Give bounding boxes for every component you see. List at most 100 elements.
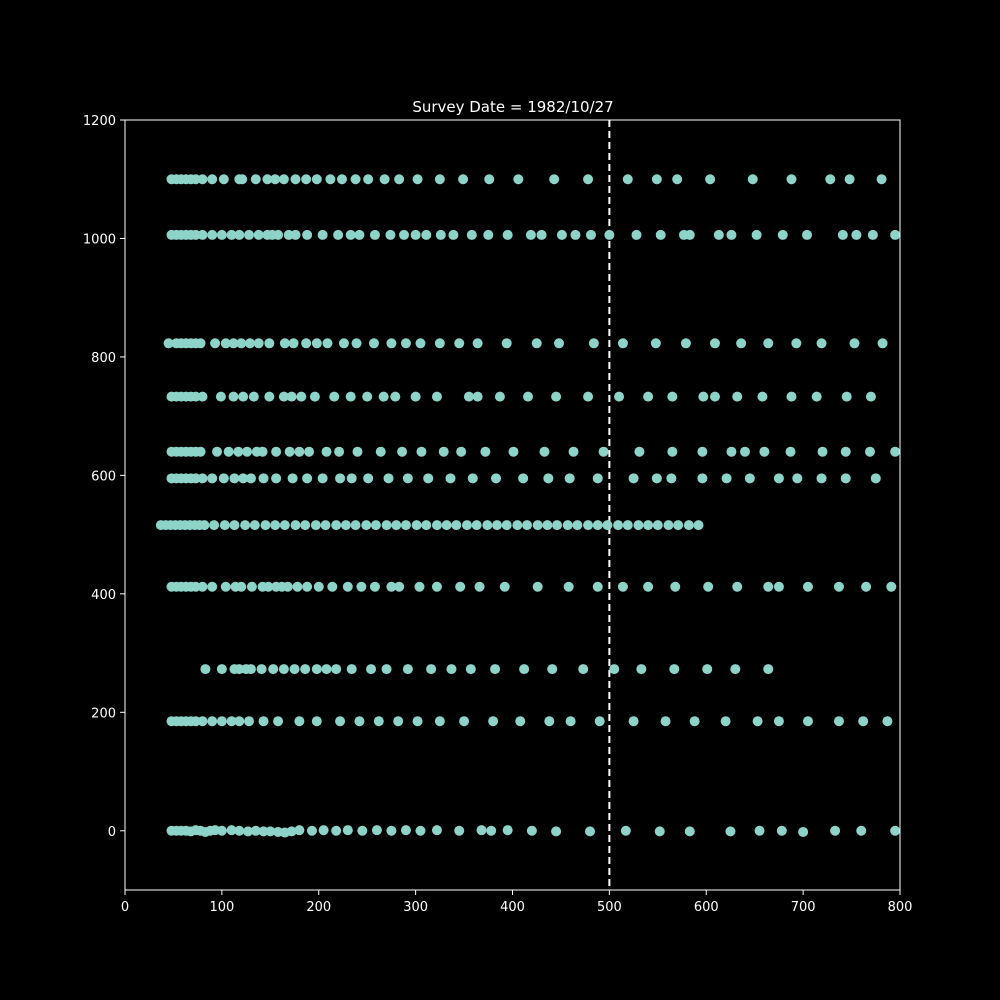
data-point <box>702 664 713 675</box>
data-point <box>562 520 573 531</box>
data-point <box>421 229 432 240</box>
data-point <box>747 174 758 185</box>
y-tick-label: 800 <box>91 351 116 366</box>
data-point <box>484 174 495 185</box>
data-point <box>549 174 560 185</box>
data-point <box>490 664 501 675</box>
data-point <box>476 825 487 836</box>
data-point <box>264 338 275 349</box>
data-point <box>777 229 788 240</box>
data-point <box>431 581 442 592</box>
data-point <box>798 826 809 837</box>
data-point <box>515 716 526 727</box>
data-point <box>400 825 411 836</box>
data-point <box>421 520 432 531</box>
data-point <box>412 174 423 185</box>
data-point <box>233 446 244 457</box>
data-point <box>689 716 700 727</box>
x-tick-label: 200 <box>306 900 331 915</box>
data-point <box>342 581 353 592</box>
data-point <box>212 446 223 457</box>
data-point <box>467 473 478 484</box>
data-point <box>547 664 558 675</box>
x-tick-label: 0 <box>121 900 129 915</box>
data-point <box>494 391 505 402</box>
data-point <box>363 174 374 185</box>
data-point <box>197 716 208 727</box>
data-point <box>501 338 512 349</box>
data-point <box>817 446 828 457</box>
data-point <box>877 338 888 349</box>
data-point <box>253 229 264 240</box>
data-point <box>411 520 422 531</box>
data-point <box>250 825 261 836</box>
data-point <box>651 174 662 185</box>
data-point <box>837 229 848 240</box>
data-point <box>290 520 301 531</box>
data-point <box>229 473 240 484</box>
data-point <box>840 446 851 457</box>
data-point <box>415 338 426 349</box>
data-point <box>792 473 803 484</box>
data-point <box>220 338 231 349</box>
data-point <box>631 229 642 240</box>
data-point <box>350 174 361 185</box>
data-point <box>304 446 315 457</box>
data-point <box>736 338 747 349</box>
data-point <box>652 520 663 531</box>
data-point <box>394 581 405 592</box>
data-point <box>725 826 736 837</box>
data-point <box>751 229 762 240</box>
data-point <box>223 446 234 457</box>
data-point <box>551 826 562 837</box>
data-point <box>410 229 421 240</box>
data-point <box>296 391 307 402</box>
data-point <box>451 520 462 531</box>
data-point <box>354 229 365 240</box>
data-point <box>650 338 661 349</box>
data-point <box>412 716 423 727</box>
data-point <box>325 174 336 185</box>
data-point <box>833 716 844 727</box>
data-point <box>844 174 855 185</box>
data-point <box>583 391 594 402</box>
data-point <box>703 581 714 592</box>
data-point <box>522 520 533 531</box>
data-point <box>456 446 467 457</box>
data-point <box>890 825 901 836</box>
data-point <box>197 581 208 592</box>
data-point <box>773 716 784 727</box>
data-point <box>216 825 227 836</box>
data-point <box>697 446 708 457</box>
y-tick-label: 0 <box>108 825 116 840</box>
data-point <box>273 229 284 240</box>
data-point <box>684 229 695 240</box>
data-point <box>526 825 537 836</box>
data-point <box>350 520 361 531</box>
data-point <box>310 520 321 531</box>
data-point <box>802 581 813 592</box>
data-point <box>238 473 249 484</box>
data-point <box>466 229 477 240</box>
data-point <box>327 581 338 592</box>
data-point <box>435 229 446 240</box>
data-point <box>816 338 827 349</box>
data-point <box>856 825 867 836</box>
data-point <box>351 338 362 349</box>
data-point <box>570 229 581 240</box>
data-point <box>492 520 502 531</box>
data-point <box>253 338 264 349</box>
data-point <box>583 520 594 531</box>
data-point <box>752 716 763 727</box>
data-point <box>841 391 852 402</box>
data-point <box>663 520 674 531</box>
data-point <box>226 716 237 727</box>
data-point <box>215 391 226 402</box>
data-point <box>438 446 449 457</box>
data-point <box>320 520 331 531</box>
data-point <box>602 520 613 531</box>
data-point <box>317 229 328 240</box>
data-point <box>311 174 322 185</box>
data-point <box>278 174 289 185</box>
data-point <box>345 229 356 240</box>
